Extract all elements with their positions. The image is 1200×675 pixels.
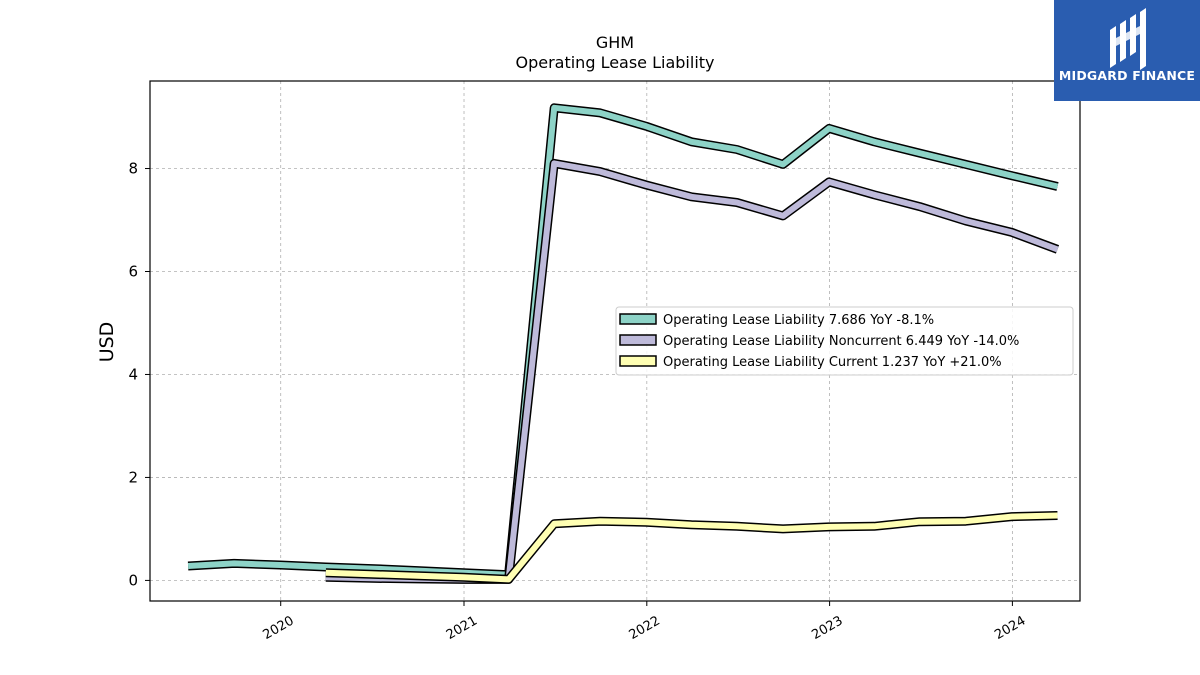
axes: 0 2 4 6 8 2020 2021 2022 2023 2024 (128, 160, 1028, 643)
legend-entry: Operating Lease Liability Current 1.237 … (663, 355, 1002, 370)
legend: Operating Lease Liability 7.686 YoY -8.1… (615, 306, 1074, 376)
legend-swatch (619, 334, 657, 346)
y-axis-label: USD (96, 322, 118, 363)
legend-entry: Operating Lease Liability 7.686 YoY -8.1… (663, 313, 934, 328)
series-2 (325, 511, 1058, 584)
series-layer (187, 103, 1060, 584)
x-tick-label: 2023 (809, 613, 845, 643)
legend-box (615, 306, 1074, 376)
y-tick-label: 2 (128, 468, 138, 486)
y-tick-label: 0 (128, 571, 138, 589)
y-tick-label: 4 (128, 365, 138, 383)
brand-name: MIDGARD FINANCE (1058, 68, 1196, 83)
x-tick-label: 2020 (261, 613, 297, 643)
chart-subtitle: Operating Lease Liability (515, 53, 714, 72)
chart-title: GHM (596, 33, 634, 52)
series-0 (187, 103, 1059, 580)
series-line (325, 512, 1058, 583)
brand-logo: MIDGARD FINANCE (1054, 0, 1200, 101)
legend-swatch (619, 355, 657, 367)
plot-frame (149, 80, 1081, 602)
y-tick-label: 8 (128, 160, 138, 178)
legend-entry: Operating Lease Liability Noncurrent 6.4… (663, 334, 1019, 349)
x-tick-label: 2022 (627, 613, 663, 643)
series-line (187, 104, 1059, 578)
y-tick-label: 6 (128, 262, 138, 280)
midgard-logo-icon (1110, 8, 1146, 70)
x-tick-label: 2021 (444, 613, 480, 643)
x-tick-label: 2024 (992, 613, 1028, 643)
legend-swatch (619, 313, 657, 325)
